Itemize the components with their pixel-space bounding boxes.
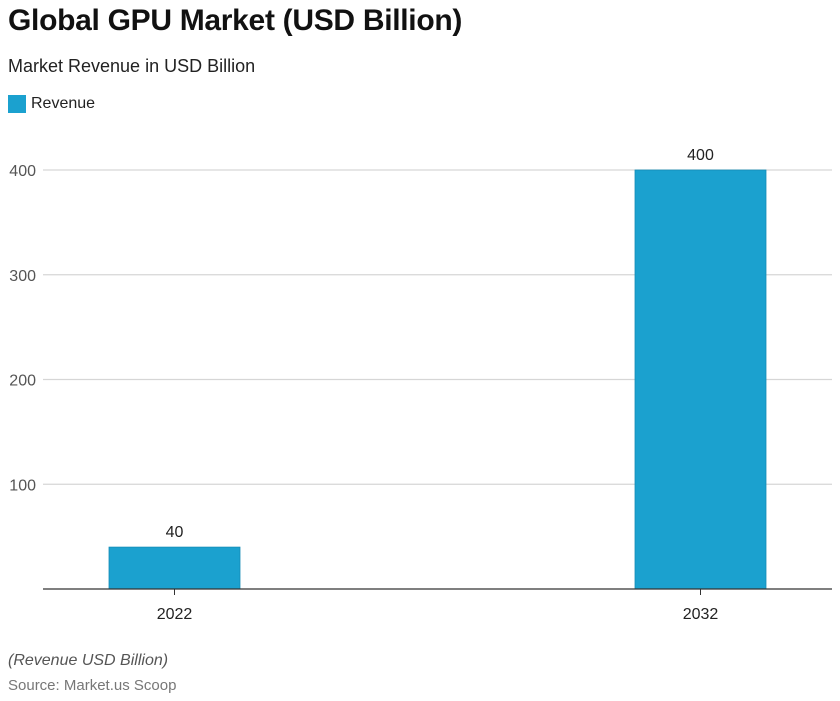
- legend-label-revenue: Revenue: [31, 95, 96, 112]
- y-tick-label: 400: [9, 163, 36, 180]
- chart-source: Source: Market.us Scoop: [8, 677, 177, 694]
- bar-2032: [634, 169, 767, 590]
- legend-swatch-revenue: [8, 95, 26, 113]
- chart-subtitle: Market Revenue in USD Billion: [8, 56, 256, 76]
- bar-2022: [108, 546, 241, 590]
- x-tick-label: 2022: [157, 606, 193, 623]
- y-tick-label: 300: [9, 268, 36, 285]
- data-label: 400: [687, 147, 714, 164]
- data-label: 40: [166, 524, 184, 541]
- chart-note: (Revenue USD Billion): [8, 652, 169, 669]
- x-tick-label: 2032: [683, 606, 719, 623]
- chart-title: Global GPU Market (USD Billion): [8, 4, 463, 37]
- legend: Revenue: [8, 95, 95, 113]
- y-tick-label: 100: [9, 477, 36, 494]
- y-tick-label: 200: [9, 373, 36, 390]
